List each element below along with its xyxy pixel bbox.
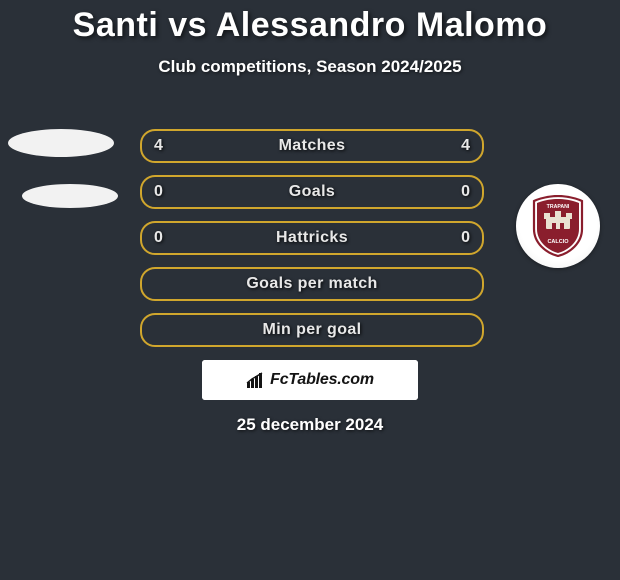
stat-label: Hattricks: [276, 229, 348, 247]
stat-row-goals: 0 Goals 0: [140, 175, 484, 209]
subtitle: Club competitions, Season 2024/2025: [0, 57, 620, 77]
snapshot-date: 25 december 2024: [0, 415, 620, 435]
bar-chart-icon: [246, 371, 266, 389]
player-left-placeholder-1: [8, 129, 114, 157]
stat-row-hattricks: 0 Hattricks 0: [140, 221, 484, 255]
attribution-text: FcTables.com: [270, 371, 374, 389]
stat-right-value: 0: [461, 183, 470, 201]
svg-text:CALCIO: CALCIO: [547, 239, 569, 245]
stat-label: Matches: [279, 137, 346, 155]
page-title: Santi vs Alessandro Malomo: [0, 6, 620, 45]
stat-label: Goals: [289, 183, 335, 201]
stat-row-matches: 4 Matches 4: [140, 129, 484, 163]
stat-label: Min per goal: [262, 321, 361, 339]
stat-right-value: 4: [461, 137, 470, 155]
stat-row-min-per-goal: Min per goal: [140, 313, 484, 347]
stat-label: Goals per match: [246, 275, 377, 293]
stat-left-value: 0: [154, 229, 163, 247]
player-left-placeholder-2: [22, 184, 118, 208]
svg-text:TRAPANI: TRAPANI: [547, 204, 570, 210]
team-badge-right: TRAPANI CALCIO: [516, 184, 600, 268]
trapani-calcio-crest-icon: TRAPANI CALCIO: [530, 195, 586, 257]
stat-right-value: 0: [461, 229, 470, 247]
stat-left-value: 0: [154, 183, 163, 201]
stat-row-goals-per-match: Goals per match: [140, 267, 484, 301]
attribution-box: FcTables.com: [202, 360, 418, 400]
stat-left-value: 4: [154, 137, 163, 155]
